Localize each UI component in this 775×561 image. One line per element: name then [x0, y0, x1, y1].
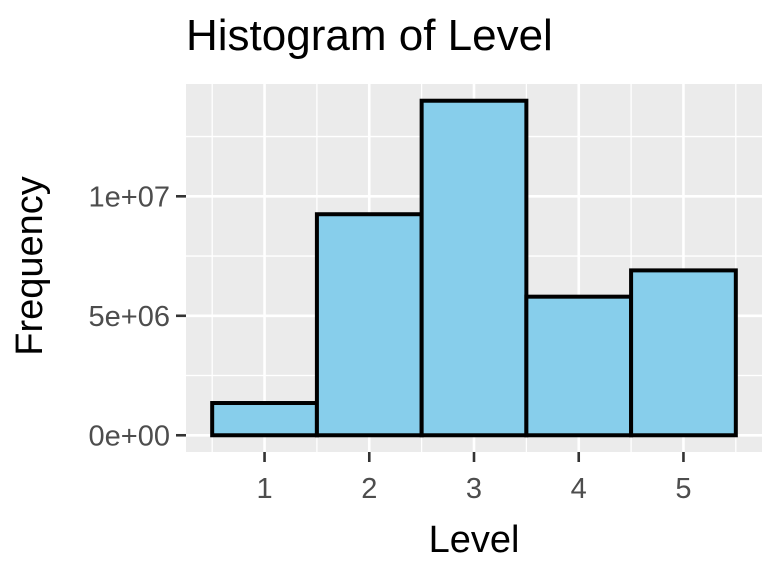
y-axis-title: Frequency — [9, 176, 51, 356]
bar-level-3 — [419, 98, 529, 438]
x-tick-label: 4 — [571, 473, 587, 505]
bar-level-4 — [524, 294, 634, 438]
x-axis-title: Level — [429, 519, 520, 561]
x-tick-label: 5 — [675, 473, 691, 505]
bar-level-1 — [210, 401, 319, 438]
x-tick-label: 2 — [361, 473, 377, 505]
x-axis: 1 2 3 4 5 — [256, 452, 692, 505]
y-tick-label: 1e+07 — [89, 181, 170, 213]
y-tick-label: 5e+06 — [89, 301, 170, 333]
bars — [210, 98, 738, 438]
y-tick-label: 0e+00 — [89, 420, 170, 452]
y-axis: 0e+00 5e+06 1e+07 — [89, 181, 186, 452]
x-tick-label: 1 — [256, 473, 272, 505]
bar-level-5 — [629, 268, 738, 438]
x-tick-label: 3 — [466, 473, 482, 505]
bar-level-2 — [314, 212, 424, 438]
chart-title: Histogram of Level — [186, 11, 553, 60]
